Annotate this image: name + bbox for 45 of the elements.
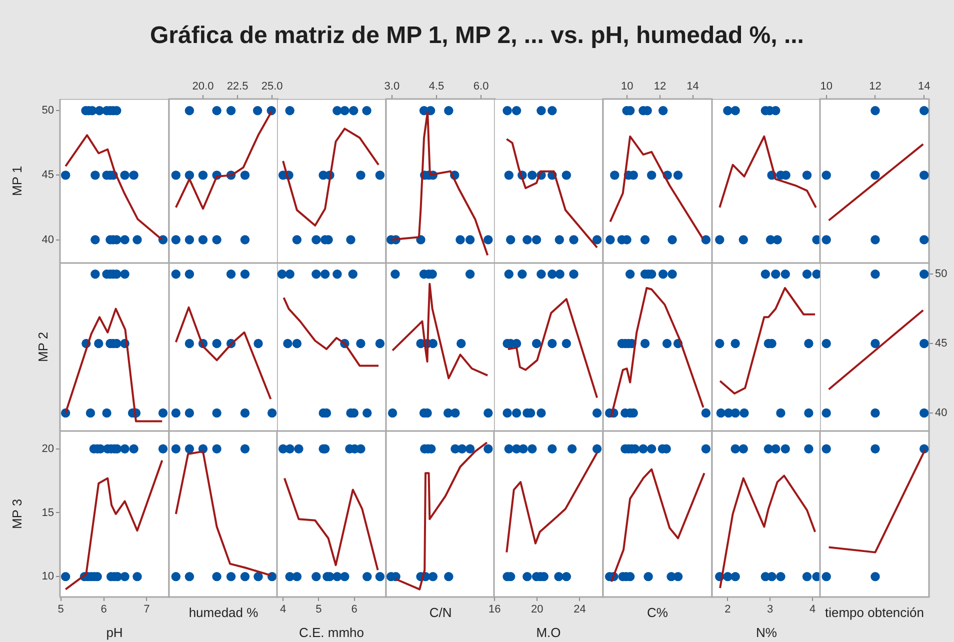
- y-axis-title: MP 2: [35, 332, 50, 362]
- y-tick-label: 40: [935, 406, 948, 419]
- x-tick-label: 3.0: [384, 80, 400, 92]
- x-tick-label: 16: [488, 604, 502, 616]
- x-tick-label: 6: [100, 604, 107, 616]
- x-axis-title: humedad %: [188, 604, 258, 620]
- x-axis-title: M.O: [536, 624, 562, 640]
- x-tick-label: 2: [724, 604, 730, 616]
- x-axis-title: C%: [647, 604, 668, 620]
- y-tick-label: 10: [42, 570, 54, 583]
- x-axis-title: N%: [756, 624, 778, 640]
- x-axis-title: C.E. mmho: [299, 624, 364, 640]
- x-tick-label: 12: [654, 80, 666, 92]
- chart-title: Gráfica de matriz de MP 1, MP 2, ... vs. pH, humedad %, ...: [149, 22, 805, 50]
- y-tick-label: 45: [42, 169, 54, 182]
- y-axis-title: MP 3: [9, 498, 24, 530]
- x-tick-label: 4: [280, 604, 286, 616]
- y-tick-label: 20: [42, 442, 54, 455]
- x-tick-label: 5: [316, 604, 322, 616]
- y-axis-title: MP 1: [9, 166, 24, 196]
- x-tick-label: 25.0: [260, 80, 282, 92]
- x-axis-title: C/N: [429, 604, 452, 620]
- x-tick-label: 22.5: [226, 80, 248, 92]
- x-tick-label: 10: [621, 80, 634, 92]
- y-tick-label: 50: [42, 104, 54, 117]
- x-axis-title: pH: [106, 624, 123, 640]
- y-tick-label: 40: [42, 234, 54, 246]
- y-tick-label: 50: [935, 268, 948, 280]
- x-tick-label: 24: [574, 604, 586, 616]
- x-tick-label: 3: [766, 604, 773, 616]
- x-tick-label: 12: [869, 80, 882, 92]
- x-tick-label: 10: [820, 80, 833, 92]
- x-tick-label: 6.0: [473, 80, 488, 92]
- x-axis-title: tiempo obtención: [825, 604, 924, 620]
- x-tick-label: 7: [144, 604, 150, 616]
- x-tick-label: 20.0: [192, 80, 214, 92]
- x-tick-label: 5: [58, 604, 64, 616]
- x-tick-label: 4.5: [428, 80, 444, 92]
- x-tick-label: 14: [918, 80, 930, 92]
- x-tick-label: 6: [351, 604, 358, 616]
- x-tick-label: 14: [686, 80, 699, 92]
- y-tick-label: 45: [935, 338, 948, 350]
- x-tick-label: 4: [809, 604, 816, 616]
- y-tick-label: 15: [42, 506, 54, 519]
- x-tick-label: 20: [531, 604, 544, 616]
